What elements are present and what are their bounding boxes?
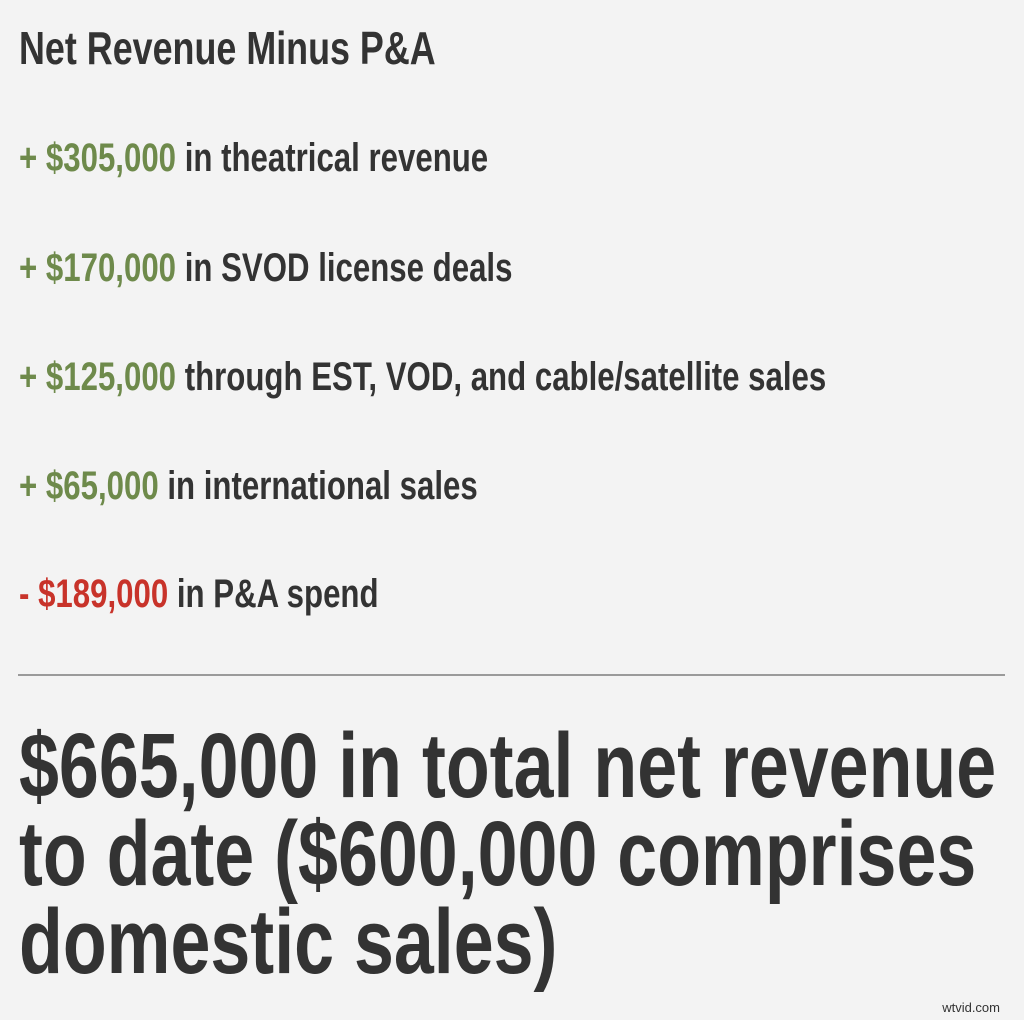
divider (18, 674, 1005, 676)
revenue-item-theatrical: + $305,000 in theatrical revenue (19, 134, 620, 182)
revenue-item-est-vod: + $125,000 through EST, VOD, and cable/s… (19, 353, 1024, 401)
page-title: Net Revenue Minus P&A (19, 20, 553, 76)
description: in international sales (158, 464, 478, 508)
amount: $65,000 (45, 464, 159, 508)
amount: $170,000 (45, 246, 177, 290)
plus-sign: + (19, 355, 38, 399)
amount: $189,000 (38, 572, 169, 616)
amount: $305,000 (45, 136, 177, 180)
total-line-1: $665,000 in total net revenue (19, 715, 997, 817)
description: in SVOD license deals (176, 246, 513, 290)
description: in theatrical revenue (176, 136, 489, 180)
plus-sign: + (19, 136, 38, 180)
total-summary: $665,000 in total net revenue to date ($… (19, 715, 1024, 993)
revenue-item-international: + $65,000 in international sales (19, 462, 607, 510)
total-line-3: domestic sales) (19, 891, 558, 993)
plus-sign: + (19, 464, 38, 508)
plus-sign: + (19, 246, 38, 290)
expense-item-pa-spend: - $189,000 in P&A spend (19, 570, 480, 618)
title-text: Net Revenue Minus P&A (19, 22, 436, 74)
amount: $125,000 (45, 355, 177, 399)
minus-sign: - (19, 572, 30, 616)
total-line-2: to date ($600,000 comprises (19, 803, 977, 905)
description: in P&A spend (168, 572, 379, 616)
watermark: wtvid.com (942, 1000, 1000, 1015)
description: through EST, VOD, and cable/satellite sa… (176, 355, 827, 399)
revenue-item-svod: + $170,000 in SVOD license deals (19, 244, 652, 292)
